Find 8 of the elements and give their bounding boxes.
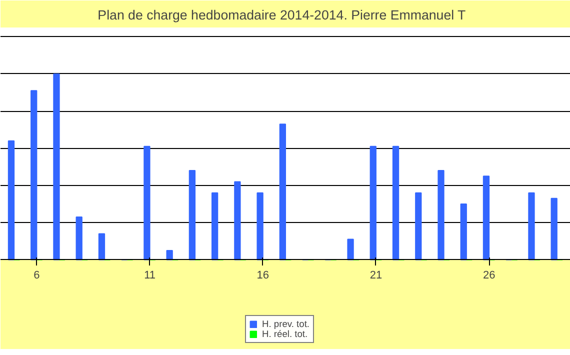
x-tick-label: 16: [256, 270, 270, 282]
legend-label: H. prev. tot.: [262, 319, 310, 329]
chart-title: Plan de charge hedbomadaire 2014-2014. Pierre Emmanuel T: [98, 8, 466, 22]
x-tick-label: 21: [370, 270, 382, 282]
x-tick-label: 26: [482, 270, 496, 282]
x-tick-label: 6: [34, 270, 40, 282]
legend-label: H. réel. tot.: [262, 329, 308, 339]
x-tick-label: 11: [144, 270, 156, 282]
